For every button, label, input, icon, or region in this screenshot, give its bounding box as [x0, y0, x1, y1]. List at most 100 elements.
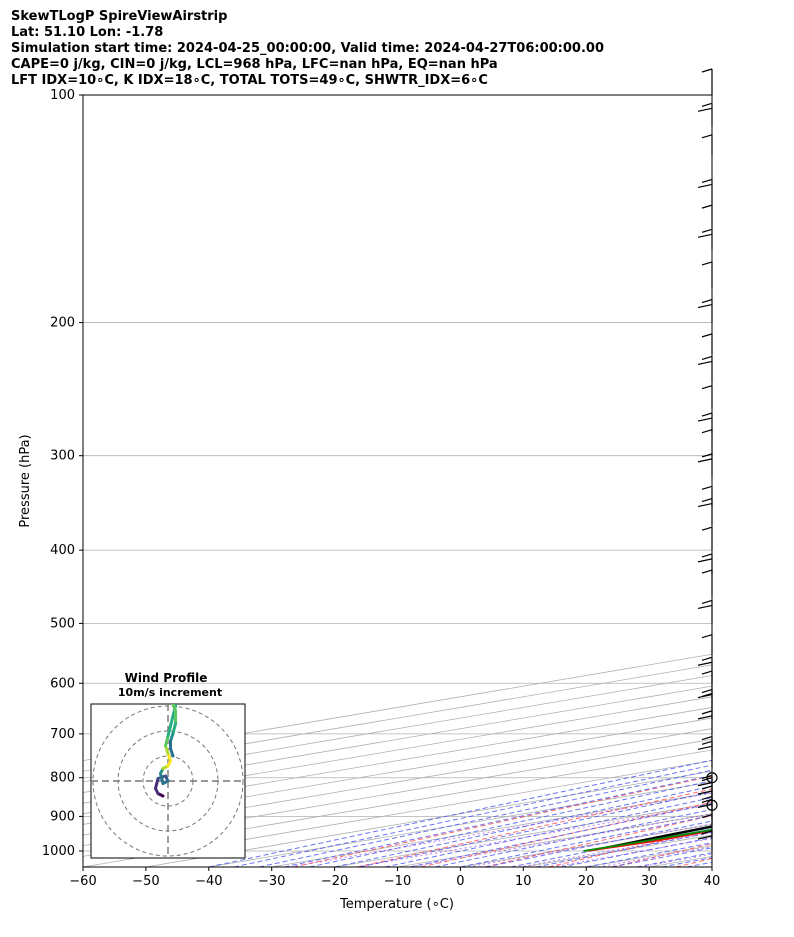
moist-adiabat	[737, 95, 794, 867]
cape-shading	[586, 826, 712, 851]
hodograph-segment	[164, 734, 170, 748]
wind-barb-flag	[697, 303, 713, 309]
isotherm-line	[83, 707, 712, 815]
calm-wind-circle	[706, 799, 718, 811]
wind-barb-flag	[701, 634, 713, 639]
moist-adiabat	[409, 803, 712, 867]
y-tick-label: 600	[50, 676, 75, 691]
moist-adiabat	[636, 852, 712, 867]
wind-barb-flag	[701, 68, 713, 73]
wind-barb-flag	[701, 412, 713, 417]
x-tick-label: 10	[515, 874, 532, 889]
wind-barb-flag	[701, 261, 713, 266]
moist-adiabat	[233, 764, 712, 867]
wind-barb-flag	[701, 385, 713, 390]
y-axis-label: Pressure (hPa)	[18, 434, 33, 527]
x-tick-label: −50	[132, 874, 159, 889]
wind-barb-flag	[701, 485, 713, 490]
simulation-time-label: Simulation start time: 2024-04-25_00:00:…	[11, 41, 604, 56]
isotherm-line	[334, 802, 712, 867]
wind-barb-flag	[701, 814, 713, 819]
moist-adiabat	[460, 814, 712, 867]
isotherm-line	[83, 664, 712, 772]
wind-barb-flag	[701, 553, 713, 558]
isotherm-line	[460, 824, 712, 867]
moist-adiabat	[359, 791, 712, 867]
stability-indices-label: LFT IDX=10∘C, K IDX=18∘C, TOTAL TOTS=49∘…	[11, 73, 488, 88]
isotherm-line	[271, 792, 712, 867]
x-tick-label: −20	[321, 874, 348, 889]
moist-adiabat	[258, 769, 712, 867]
moist-adiabat	[510, 826, 712, 867]
wind-barb-flag	[697, 107, 713, 112]
moist-adiabat	[309, 780, 712, 867]
moist-adiabat	[560, 837, 712, 867]
wind-barb-flag	[697, 745, 713, 750]
hodograph-segment	[154, 777, 160, 790]
isotherm-line	[711, 866, 712, 867]
x-tick-label: 30	[641, 874, 658, 889]
x-tick-label: −30	[258, 874, 285, 889]
wind-barb-flag	[701, 740, 713, 745]
dry-adiabat	[293, 775, 712, 867]
wind-barb-flag	[697, 693, 713, 699]
hodograph-segment	[173, 704, 177, 708]
isotherm-line	[83, 675, 712, 783]
wind-barb-flag	[697, 790, 713, 795]
wind-barb-flag	[701, 102, 713, 107]
chart-header: SkewTLogP SpireViewAirstrip Lat: 51.10 L…	[11, 9, 604, 89]
x-tick-label: −60	[69, 874, 96, 889]
cape-indices-label: CAPE=0 j/kg, CIN=0 j/kg, LCL=968 hPa, LF…	[11, 57, 498, 72]
dry-adiabat	[740, 95, 794, 867]
wind-barb-flag	[701, 599, 713, 604]
calm-wind-circle	[706, 772, 718, 784]
isotherm-line	[83, 728, 712, 836]
moist-adiabat	[586, 842, 712, 867]
cape-cin-area	[586, 826, 712, 851]
wind-barb-flag	[701, 735, 713, 741]
location-label: Lat: 51.10 Lon: -1.78	[11, 25, 164, 40]
isotherm-line	[83, 685, 712, 793]
wind-barb-flag	[701, 429, 713, 434]
moist-adiabat	[284, 774, 712, 867]
mixing-ratio-line	[518, 832, 712, 867]
wind-barb-flag	[697, 417, 713, 422]
wind-barb-flag	[701, 355, 713, 361]
dry-adiabat	[675, 857, 712, 867]
wind-barb-flag	[701, 795, 713, 800]
wind-barb-flag	[697, 661, 713, 666]
wind-barb-flag	[697, 558, 713, 563]
moist-adiabat	[435, 808, 712, 867]
chart-title: SkewTLogP SpireViewAirstrip	[11, 9, 228, 24]
x-axis-label: Temperature (∘C)	[339, 897, 454, 912]
temperature-line	[586, 829, 712, 852]
hodograph-segment	[171, 704, 175, 705]
hodograph-inset: Wind Profile 10m/s increment	[90, 671, 246, 859]
moist-adiabat	[661, 857, 712, 867]
y-tick-label: 900	[50, 809, 75, 824]
moist-adiabat	[208, 759, 712, 867]
x-tick-label: −40	[195, 874, 222, 889]
wind-barb-flag	[697, 715, 713, 720]
y-tick-label: 500	[50, 616, 75, 631]
wind-barb-flag	[701, 670, 713, 675]
y-tick-label: 800	[50, 771, 75, 786]
hodograph-segment	[159, 772, 165, 785]
x-tick-label: 0	[456, 874, 464, 889]
wind-barb-flag	[701, 453, 713, 458]
wind-barb-flag	[697, 502, 713, 508]
y-tick-label: 100	[50, 88, 75, 103]
dewpoint-line	[583, 828, 712, 852]
isotherm-line	[397, 813, 712, 867]
wind-barb-flag	[697, 782, 713, 787]
hodograph-segment	[166, 724, 172, 738]
hodograph-segment	[171, 722, 177, 735]
wind-barb-flag	[701, 830, 713, 835]
isotherm-line	[83, 696, 712, 804]
isotherm-line	[775, 95, 794, 867]
hodograph-segment	[169, 747, 175, 758]
wind-barb-flag	[697, 835, 713, 840]
x-tick-label: 40	[704, 874, 721, 889]
isotherm-line	[649, 855, 712, 867]
wind-barb-flag	[697, 183, 713, 189]
